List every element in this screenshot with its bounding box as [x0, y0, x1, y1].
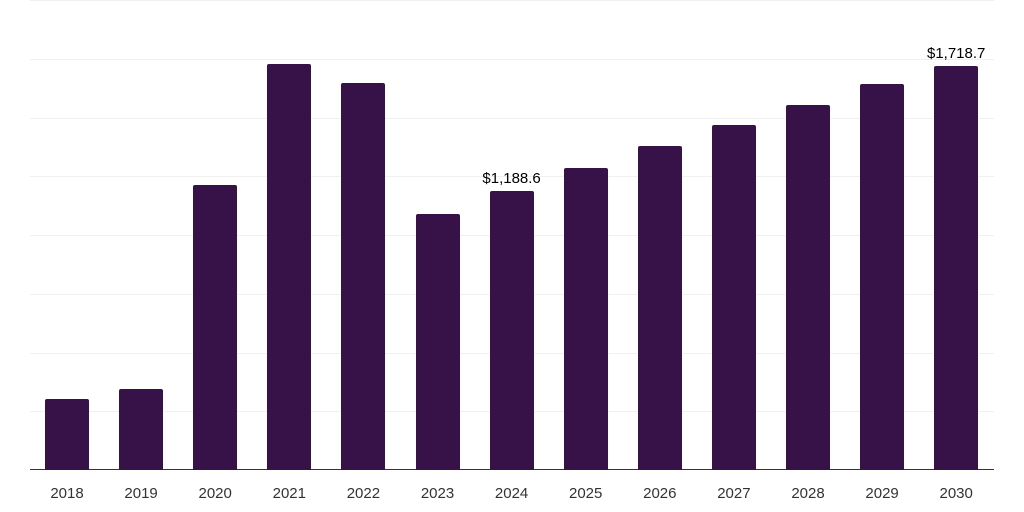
x-tick-label: 2018: [50, 485, 84, 502]
bar-2021[interactable]: [267, 64, 312, 470]
bar-2027[interactable]: [711, 125, 756, 470]
x-tick-label: 2030: [939, 485, 973, 502]
x-tick-label: 2021: [272, 485, 306, 502]
x-tick-label: 2029: [865, 485, 899, 502]
x-tick-label: 2023: [420, 485, 455, 502]
x-tick-label: 2027: [717, 485, 751, 502]
bar-2020[interactable]: [193, 184, 238, 470]
bar-2024[interactable]: [489, 190, 534, 470]
bar-2022[interactable]: [341, 83, 386, 470]
bar-2028[interactable]: [786, 104, 830, 470]
x-tick-label: 2025: [569, 485, 603, 502]
data-label-2030: $1,718.7: [926, 45, 986, 63]
x-tick-label: 2022: [346, 485, 381, 502]
bar-2018[interactable]: [45, 399, 89, 470]
bar-2030[interactable]: [934, 66, 979, 470]
bar-2029[interactable]: [860, 84, 905, 470]
gridline: [30, 176, 994, 177]
data-label-2024: $1,188.6: [482, 169, 541, 187]
bar-2026[interactable]: [637, 146, 682, 470]
bar-2019[interactable]: [119, 388, 164, 470]
bar-2023[interactable]: [415, 213, 460, 470]
x-tick-label: 2028: [791, 485, 825, 502]
x-tick-label: 2020: [198, 485, 232, 502]
gridline: [30, 118, 994, 119]
gridline: [30, 0, 994, 1]
x-tick-label: 2024: [494, 485, 529, 502]
x-tick-label: 2019: [124, 485, 158, 502]
bar-2025[interactable]: [563, 167, 608, 470]
gridline: [30, 59, 994, 60]
x-tick-label: 2026: [643, 485, 677, 502]
